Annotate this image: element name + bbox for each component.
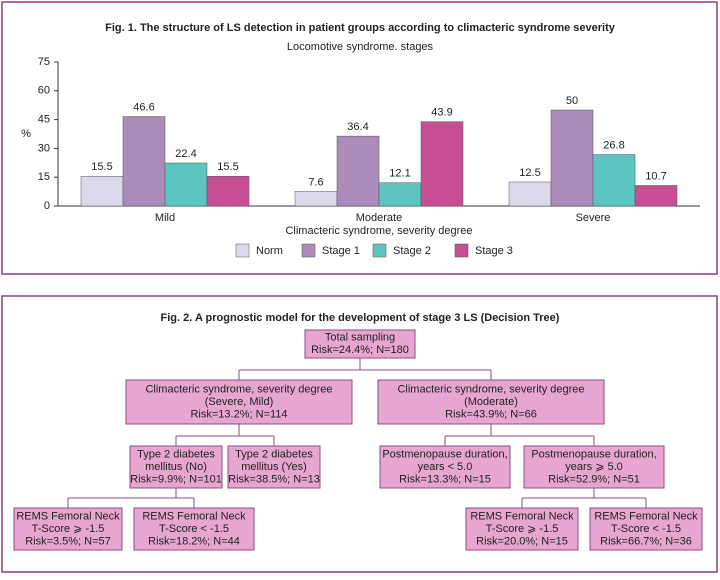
y-axis-label: %: [21, 128, 31, 140]
legend-swatch: [301, 243, 316, 258]
tree-node: [227, 445, 321, 489]
tree-node: [304, 329, 416, 359]
value-label: 7.6: [308, 176, 323, 188]
tree-node: [589, 507, 703, 551]
node-text: T-Score ⩾ -1.5: [32, 523, 105, 535]
legend-label: Norm: [256, 245, 283, 257]
y-tick-label: 30: [38, 142, 50, 154]
bar: [122, 116, 166, 207]
chart-subtitle: Locomotive syndrome. stages: [287, 41, 434, 53]
value-label: 50: [566, 95, 578, 107]
tree-node: [129, 445, 223, 489]
legend-label: Stage 3: [475, 245, 513, 257]
value-label: 15.5: [91, 161, 112, 173]
connector: [67, 488, 195, 508]
tree-node: [125, 379, 353, 425]
node-text: Risk=9.9%; N=101: [130, 473, 222, 485]
connector: [175, 424, 275, 446]
bar: [294, 191, 338, 207]
chart-title: Fig. 1. The structure of LS detection in…: [105, 22, 616, 34]
bar: [550, 109, 594, 207]
node-text: Risk=24.4%; N=180: [311, 344, 409, 356]
node-text: Risk=13.2%; N=114: [190, 408, 287, 420]
value-label: 10.7: [645, 170, 666, 182]
node-text: Postmenopause duration,: [382, 448, 507, 460]
node-text: Risk=3.5%; N=57: [25, 535, 111, 547]
y-tick-label: 75: [38, 56, 50, 68]
node-text: Risk=38.5%; N=13: [228, 473, 320, 485]
bar: [164, 162, 208, 207]
node-text: REMS Femoral Neck: [142, 510, 246, 522]
y-tick-label: 45: [38, 114, 50, 126]
connector: [238, 358, 492, 380]
legend-swatch: [372, 243, 387, 258]
x-tick-label: Moderate: [356, 212, 402, 224]
tree-node: [13, 507, 123, 551]
tree-node: [133, 507, 255, 551]
value-label: 26.8: [603, 139, 624, 151]
node-text: REMS Femoral Neck: [470, 510, 574, 522]
node-text: REMS Femoral Neck: [16, 510, 120, 522]
value-label: 12.5: [519, 167, 540, 179]
node-text: Type 2 diabetes: [235, 448, 313, 460]
bar: [634, 185, 678, 207]
node-text: mellitus (No): [145, 461, 207, 473]
legend-swatch: [454, 243, 469, 258]
bar: [592, 154, 636, 207]
diagram-title: Fig. 2. A prognostic model for the devel…: [161, 312, 560, 324]
node-text: (Severe, Mild): [205, 396, 273, 408]
value-label: 43.9: [431, 107, 452, 119]
node-text: Risk=52.9%; N=51: [548, 473, 640, 485]
tree-node: [465, 507, 579, 551]
y-tick-label: 0: [44, 200, 50, 212]
y-tick-label: 15: [38, 171, 50, 183]
node-text: years < 5.0: [418, 461, 473, 473]
value-label: 12.1: [389, 168, 410, 180]
node-text: Risk=18.2%; N=44: [148, 535, 240, 547]
bar: [80, 175, 124, 207]
bar: [508, 181, 552, 207]
node-text: T-Score < -1.5: [159, 523, 229, 535]
value-label: 22.4: [175, 148, 196, 160]
node-text: Postmenopause duration,: [531, 448, 656, 460]
bar: [336, 135, 380, 207]
legend-label: Stage 2: [393, 245, 431, 257]
fig1-frame: [1, 1, 718, 275]
legend-label: Stage 1: [322, 245, 360, 257]
x-tick-label: Severe: [576, 212, 611, 224]
node-text: T-Score < -1.5: [611, 523, 681, 535]
tree-node: [523, 445, 665, 489]
value-label: 15.5: [217, 161, 238, 173]
node-text: Total sampling: [325, 332, 395, 344]
node-text: Risk=66.7%; N=36: [600, 535, 692, 547]
tree-node: [377, 379, 605, 425]
connector: [444, 424, 595, 446]
node-text: mellitus (Yes): [241, 461, 307, 473]
x-axis-label: Climacteric syndrome, severity degree: [285, 225, 472, 237]
node-text: (Moderate): [464, 396, 518, 408]
node-text: REMS Femoral Neck: [594, 510, 698, 522]
connector: [521, 488, 647, 508]
node-text: Climacteric syndrome, severity degree: [145, 383, 332, 395]
node-text: years ⩾ 5.0: [565, 461, 623, 473]
bar: [420, 121, 464, 207]
node-text: Risk=13.3%; N=15: [399, 473, 491, 485]
bar: [206, 175, 250, 207]
connectors: [67, 358, 647, 508]
node-text: T-Score ⩾ -1.5: [486, 523, 559, 535]
node-text: Type 2 diabetes: [137, 448, 215, 460]
legend-swatch: [235, 243, 250, 258]
fig2-frame: [1, 295, 718, 573]
bar: [378, 182, 422, 207]
value-label: 46.6: [133, 101, 154, 113]
value-label: 36.4: [347, 121, 368, 133]
tree-node: [379, 445, 511, 489]
node-text: Climacteric syndrome, severity degree: [397, 383, 584, 395]
node-text: Risk=43.9%; N=66: [445, 408, 537, 420]
y-tick-label: 60: [38, 85, 50, 97]
x-tick-label: Mild: [155, 212, 175, 224]
node-text: Risk=20.0%; N=15: [476, 535, 568, 547]
